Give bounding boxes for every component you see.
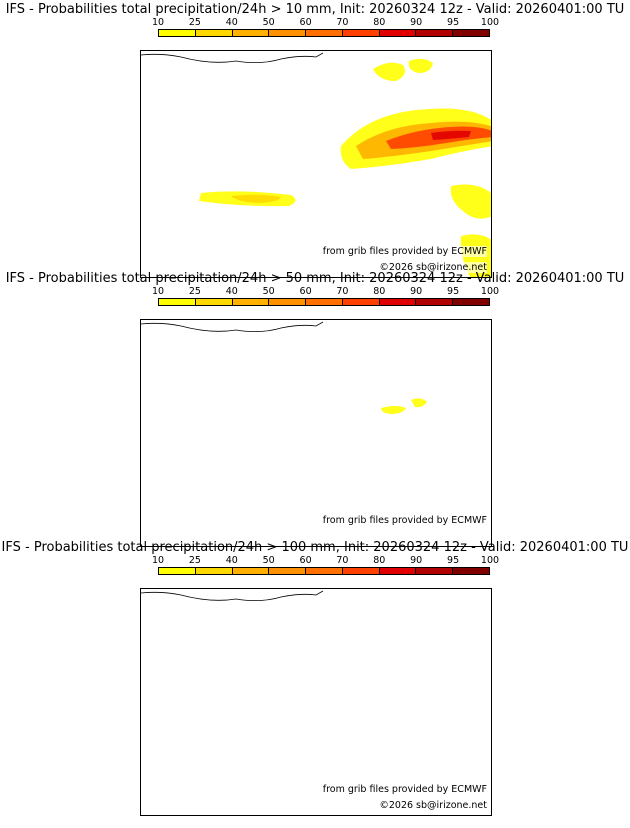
forecast-panel-100mm: IFS - Probabilities total precipitation/… [0, 540, 630, 816]
color-bar-segment [269, 30, 307, 36]
scale-tick: 25 [188, 286, 201, 297]
color-bar-segment [232, 30, 270, 36]
scale-tick: 10 [151, 17, 165, 28]
panel-title: IFS - Probabilities total precipitation/… [5, 2, 625, 17]
color-bar-segment [269, 568, 307, 574]
color-bar-segment [379, 299, 417, 305]
color-bar [158, 567, 490, 575]
color-bar-segment [416, 30, 454, 36]
site-credit: ©2026 sb@irizone.net [379, 262, 487, 273]
precipitation-areas [381, 398, 427, 414]
color-bar-segment [416, 568, 454, 574]
scale-tick: 90 [410, 555, 423, 566]
color-bar-segment [159, 30, 196, 36]
scale-tick: 80 [373, 17, 386, 28]
color-bar-segment [306, 30, 343, 36]
scale-tick: 100 [480, 286, 500, 297]
color-bar-segment [379, 568, 417, 574]
panel-title: IFS - Probabilities total precipitation/… [5, 271, 625, 286]
forecast-panel-50mm: IFS - Probabilities total precipitation/… [0, 271, 630, 547]
color-bar [158, 298, 490, 306]
data-source-credit: from grib files provided by ECMWF [322, 784, 487, 795]
color-bar [158, 29, 490, 37]
scale-tick: 10 [151, 555, 165, 566]
color-bar-segment [379, 30, 417, 36]
scale-tick: 60 [299, 286, 312, 297]
color-bar-segment [416, 299, 454, 305]
color-bar-segment [195, 299, 233, 305]
scale-tick: 95 [447, 17, 460, 28]
precipitation-map: from grib files provided by ECMWF [140, 319, 492, 547]
map-graphic [141, 590, 324, 601]
basemap-lines [141, 590, 324, 601]
scale-tick: 50 [262, 555, 275, 566]
scale-tick: 80 [373, 555, 386, 566]
map-graphic [141, 52, 491, 277]
scale-tick: 100 [480, 555, 500, 566]
data-source-credit: from grib files provided by ECMWF [322, 246, 487, 257]
color-bar-segment [453, 30, 490, 36]
scale-tick: 80 [373, 286, 386, 297]
scale-tick: 50 [262, 17, 275, 28]
data-source-credit: from grib files provided by ECMWF [322, 515, 487, 526]
color-bar-segment [159, 299, 196, 305]
color-bar-segment [342, 30, 380, 36]
precipitation-map: from grib files provided by ECMWF ©2026 … [140, 50, 492, 278]
probability-color-scale: 10 25 40 50 60 70 80 90 95 100 [152, 286, 499, 315]
color-bar-segment [232, 299, 270, 305]
scale-tick: 95 [447, 555, 460, 566]
probability-color-scale: 10 25 40 50 60 70 80 90 95 100 [152, 17, 499, 46]
scale-tick: 70 [336, 17, 349, 28]
scale-tick: 25 [188, 555, 201, 566]
basemap-lines [141, 321, 324, 332]
precipitation-map: from grib files provided by ECMWF ©2026 … [140, 588, 492, 816]
color-bar-segment [306, 299, 343, 305]
color-bar-segment [342, 568, 380, 574]
color-bar-segment [453, 568, 490, 574]
site-credit: ©2026 sb@irizone.net [379, 800, 487, 811]
color-bar-segment [269, 299, 307, 305]
color-bar-segment [195, 568, 233, 574]
color-bar-segment [159, 568, 196, 574]
scale-tick: 70 [336, 555, 349, 566]
color-bar-segment [453, 299, 490, 305]
scale-tick: 70 [336, 286, 349, 297]
color-bar-segment [195, 30, 233, 36]
scale-tick: 40 [225, 17, 238, 28]
color-bar-segment [232, 568, 270, 574]
scale-tick: 100 [480, 17, 500, 28]
scale-tick: 95 [447, 286, 460, 297]
map-graphic [141, 321, 427, 414]
scale-tick: 50 [262, 286, 275, 297]
color-bar-segment [306, 568, 343, 574]
basemap-lines [141, 52, 324, 63]
scale-tick: 40 [225, 286, 238, 297]
scale-tick: 40 [225, 555, 238, 566]
scale-tick: 25 [188, 17, 201, 28]
scale-tick: 60 [299, 17, 312, 28]
scale-tick: 90 [410, 286, 423, 297]
panel-title: IFS - Probabilities total precipitation/… [1, 540, 629, 555]
scale-tick: 10 [151, 286, 165, 297]
scale-tick: 90 [410, 17, 423, 28]
color-bar-segment [342, 299, 380, 305]
probability-color-scale: 10 25 40 50 60 70 80 90 95 100 [152, 555, 499, 584]
forecast-panel-10mm: IFS - Probabilities total precipitation/… [0, 2, 630, 278]
scale-tick: 60 [299, 555, 312, 566]
